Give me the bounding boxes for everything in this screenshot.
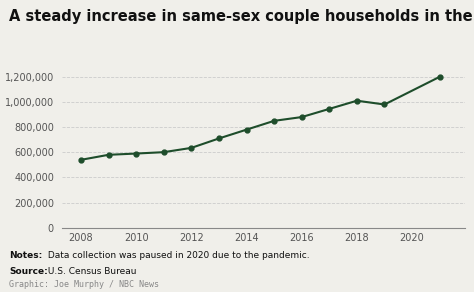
Text: U.S. Census Bureau: U.S. Census Bureau: [45, 267, 137, 276]
Text: Data collection was paused in 2020 due to the pandemic.: Data collection was paused in 2020 due t…: [45, 251, 310, 260]
Text: Source:: Source:: [9, 267, 48, 276]
Text: A steady increase in same-sex couple households in the U.S.: A steady increase in same-sex couple hou…: [9, 9, 474, 24]
Text: Notes:: Notes:: [9, 251, 43, 260]
Text: Graphic: Joe Murphy / NBC News: Graphic: Joe Murphy / NBC News: [9, 280, 159, 289]
